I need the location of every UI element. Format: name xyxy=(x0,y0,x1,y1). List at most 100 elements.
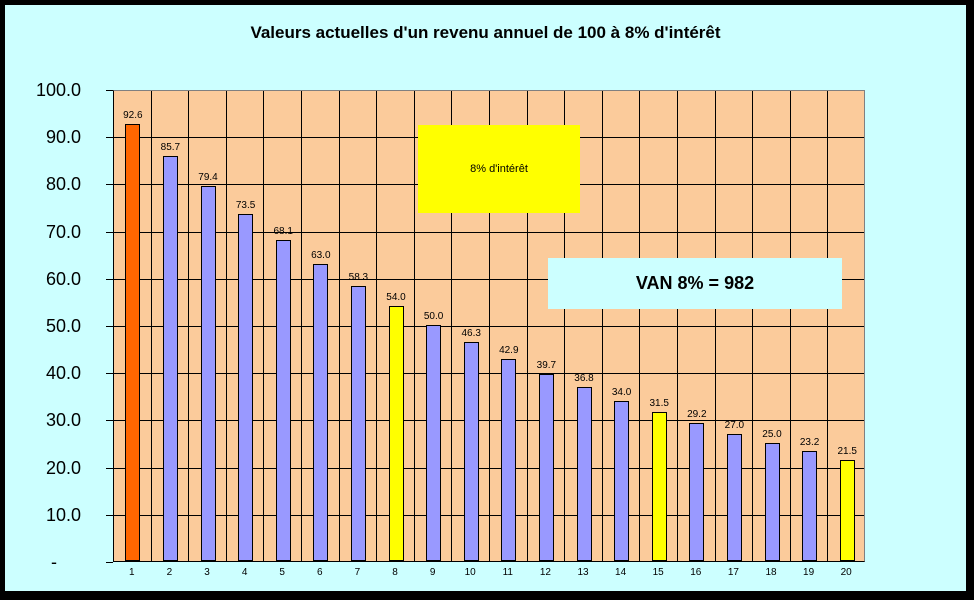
x-axis-label: 6 xyxy=(317,567,323,578)
bar-year-11 xyxy=(501,359,517,561)
bar-year-12 xyxy=(538,374,554,561)
vertical-gridline xyxy=(677,91,678,561)
vertical-gridline xyxy=(526,91,528,561)
bar-year-16 xyxy=(689,423,705,561)
vertical-gridline xyxy=(301,91,302,561)
y-axis-tick xyxy=(106,231,113,233)
bar-year-19 xyxy=(802,451,818,561)
bar-value-label: 73.5 xyxy=(235,200,256,211)
x-axis-label: 14 xyxy=(615,567,627,578)
x-axis-label: 3 xyxy=(204,567,210,578)
bar-value-label: 39.7 xyxy=(536,360,557,371)
vertical-gridline xyxy=(827,91,829,561)
vertical-gridline xyxy=(714,91,716,561)
bar-value-label: 27.0 xyxy=(724,420,745,431)
bar-value-label: 63.0 xyxy=(311,250,331,261)
bar-year-10 xyxy=(463,342,479,561)
bar-value-label: 54.0 xyxy=(386,292,406,303)
bar-value-label: 46.3 xyxy=(461,328,481,339)
bar-value-label: 36.8 xyxy=(574,373,594,384)
vertical-gridline xyxy=(789,91,791,561)
bar-value-label: 58.3 xyxy=(348,272,369,283)
y-axis-tick xyxy=(106,184,113,186)
vertical-gridline xyxy=(639,91,641,561)
x-axis-label: 7 xyxy=(354,567,361,578)
y-axis-tick xyxy=(106,420,113,422)
x-axis-label: 1 xyxy=(129,567,135,578)
y-axis-tick xyxy=(106,278,113,280)
vertical-gridline xyxy=(263,91,265,561)
vertical-gridline xyxy=(451,91,453,561)
y-axis-tick xyxy=(106,373,113,375)
y-axis-label: 50.0 xyxy=(45,316,81,336)
y-axis-tick xyxy=(106,467,113,469)
rate-textbox: 8% d'intérêt xyxy=(418,125,580,213)
van-textbox-label: VAN 8% = 982 xyxy=(635,273,755,293)
x-axis-label: 20 xyxy=(840,567,852,578)
bar-value-label: 31.5 xyxy=(649,398,669,409)
x-axis-label: 16 xyxy=(690,567,702,578)
bar-value-label: 23.2 xyxy=(799,437,820,448)
y-axis-tick xyxy=(106,514,113,516)
y-axis-tick xyxy=(106,562,113,563)
vertical-gridline xyxy=(601,91,603,561)
bar-value-label: 50.0 xyxy=(423,311,444,322)
vertical-gridline xyxy=(489,91,490,561)
rate-textbox-label: 8% d'intérêt xyxy=(470,163,528,175)
bar-value-label: 85.7 xyxy=(160,142,181,153)
bar-year-15 xyxy=(651,412,667,561)
van-textbox: VAN 8% = 982 xyxy=(548,258,842,309)
bar-value-label: 29.2 xyxy=(687,409,707,420)
bar-year-8 xyxy=(388,306,404,561)
x-axis-label: 13 xyxy=(577,567,589,578)
bar-year-7 xyxy=(350,286,366,561)
bar-year-20 xyxy=(839,460,855,561)
y-axis-label: 100.0 xyxy=(35,80,81,100)
vertical-gridline xyxy=(376,91,378,561)
x-axis-label: 12 xyxy=(539,567,551,578)
vertical-gridline xyxy=(225,91,227,561)
y-axis-label: 90.0 xyxy=(45,127,81,148)
vertical-gridline xyxy=(752,91,754,561)
bar-year-14 xyxy=(614,401,630,561)
chart-title: Valeurs actuelles d'un revenu annuel de … xyxy=(250,23,721,42)
y-axis-label: 70.0 xyxy=(45,221,81,242)
bar-value-label: 34.0 xyxy=(611,387,632,398)
x-axis-label: 2 xyxy=(166,567,173,578)
x-axis-label: 9 xyxy=(429,567,436,578)
y-axis-label: 10.0 xyxy=(45,504,81,525)
bar-year-9 xyxy=(426,325,442,561)
bar-year-4 xyxy=(238,214,254,561)
bar-year-5 xyxy=(275,240,291,561)
bar-year-2 xyxy=(162,156,178,561)
y-axis-label: 20.0 xyxy=(45,457,81,478)
y-axis-label: 40.0 xyxy=(45,363,81,384)
y-axis-tick xyxy=(106,137,113,139)
vertical-gridline xyxy=(150,91,152,561)
x-axis-label: 19 xyxy=(803,567,815,578)
bar-value-label: 79.4 xyxy=(198,172,218,183)
bar-value-label: 42.9 xyxy=(499,345,519,356)
x-axis-label: 8 xyxy=(392,567,398,578)
y-axis-tick xyxy=(106,326,113,327)
y-axis-label: - xyxy=(51,552,57,572)
x-axis-label: 11 xyxy=(502,567,513,578)
x-axis-label: 10 xyxy=(464,567,476,578)
y-axis-label: 80.0 xyxy=(45,174,81,195)
bar-year-17 xyxy=(726,434,742,561)
x-axis-label: 17 xyxy=(727,567,739,578)
bar-value-label: 92.6 xyxy=(123,110,143,121)
bar-year-18 xyxy=(764,443,780,561)
bar-value-label: 21.5 xyxy=(837,446,857,457)
bar-year-3 xyxy=(200,186,216,561)
y-axis-label: 30.0 xyxy=(45,410,81,431)
bar-value-label: 68.1 xyxy=(273,226,293,237)
x-axis-label: 18 xyxy=(765,567,777,578)
bar-value-label: 25.0 xyxy=(762,429,782,440)
bar-year-1 xyxy=(125,124,141,561)
y-axis-label: 60.0 xyxy=(45,268,81,289)
bar-year-13 xyxy=(576,387,592,561)
vertical-gridline xyxy=(413,91,415,561)
vertical-gridline xyxy=(564,91,566,561)
